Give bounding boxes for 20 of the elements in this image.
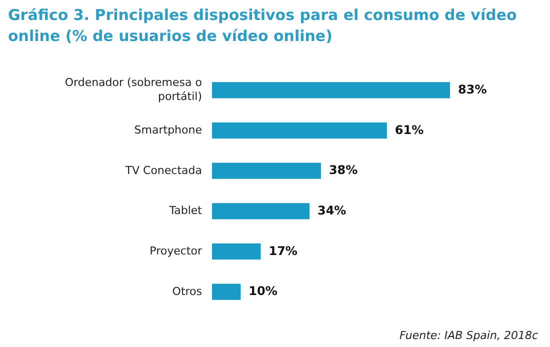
data-label: 17%: [268, 244, 298, 258]
bar: [212, 243, 261, 260]
bar: [212, 82, 450, 98]
data-label: 10%: [248, 284, 278, 298]
y-tick-label: Tablet: [168, 204, 203, 218]
data-label: 83%: [458, 82, 487, 96]
bar: [212, 203, 310, 220]
chart-title: Gráfico 3. Principales dispositivos para el consumo de vídeo online (% de usuarios de vídeo online): [8, 6, 517, 45]
source-note: Fuente: IAB Spain, 2018c: [400, 329, 538, 342]
y-tick-label: Smartphone: [134, 124, 202, 137]
data-label: 34%: [317, 203, 346, 218]
data-label: 61%: [394, 122, 424, 137]
data-label: 38%: [328, 163, 358, 178]
y-tick-label: TV Conectada: [124, 164, 202, 177]
y-tick-label: Ordenador (sobremesa o portátil): [64, 76, 202, 104]
bar: [212, 122, 387, 139]
bar: [212, 162, 321, 179]
y-tick-label: Proyector: [150, 244, 202, 258]
y-tick-label: Otros: [172, 284, 202, 298]
bar: [212, 284, 241, 300]
